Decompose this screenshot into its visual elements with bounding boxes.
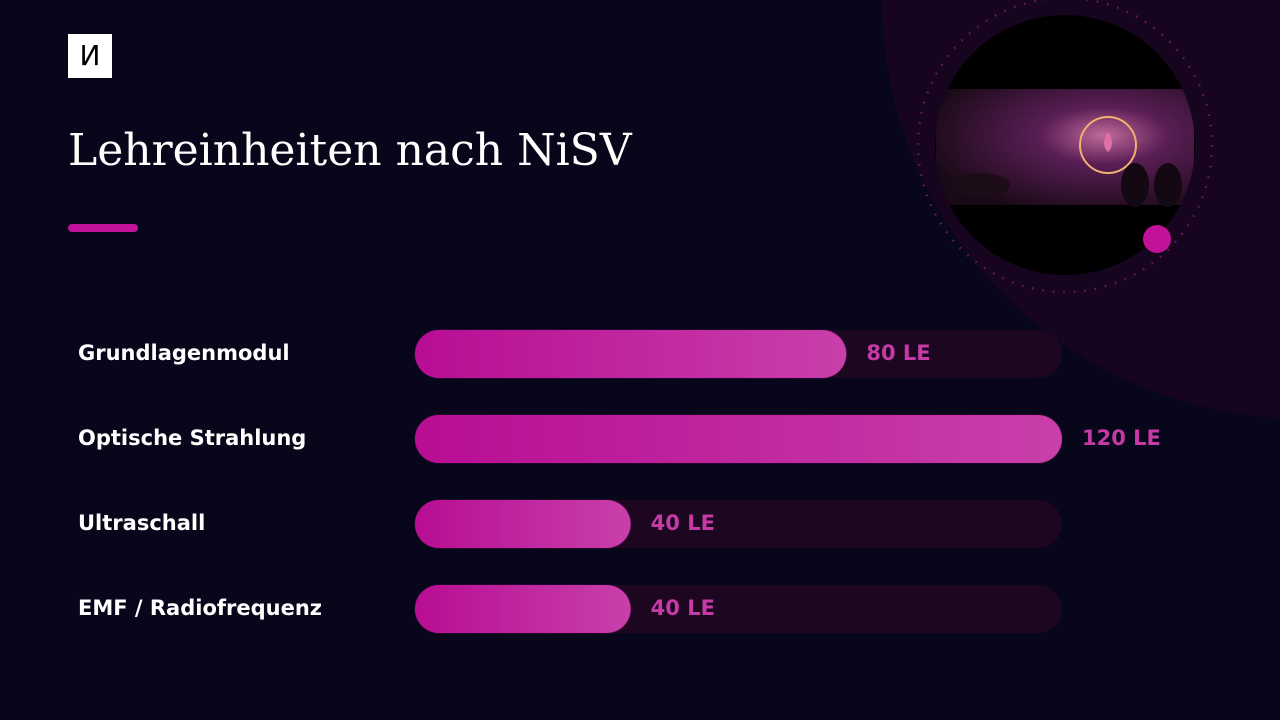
image-glow xyxy=(1079,116,1137,174)
category-label: Ultraschall xyxy=(78,511,205,535)
accent-dot xyxy=(1143,225,1171,253)
image-figure xyxy=(1154,163,1182,207)
logo-box xyxy=(68,34,112,78)
dotted-ring xyxy=(916,0,1214,294)
value-label: 40 LE xyxy=(651,511,715,535)
category-label: EMF / Radiofrequenz xyxy=(78,596,322,620)
image xyxy=(936,89,1194,207)
logo-text: И xyxy=(80,39,101,72)
bar xyxy=(414,499,632,549)
bar xyxy=(414,329,847,379)
bar xyxy=(414,584,632,634)
value-label: 120 LE xyxy=(1082,426,1161,450)
value-label: 80 LE xyxy=(866,341,930,365)
title-underline xyxy=(68,224,138,232)
image-figure xyxy=(1121,163,1149,207)
image-figure xyxy=(950,173,1010,197)
value-label: 40 LE xyxy=(651,596,715,620)
category-label: Optische Strahlung xyxy=(78,426,306,450)
title: Lehreinheiten nach NiSV xyxy=(68,125,633,176)
image-drop xyxy=(1104,132,1112,152)
bar xyxy=(414,414,1063,464)
category-label: Grundlagenmodul xyxy=(78,341,290,365)
